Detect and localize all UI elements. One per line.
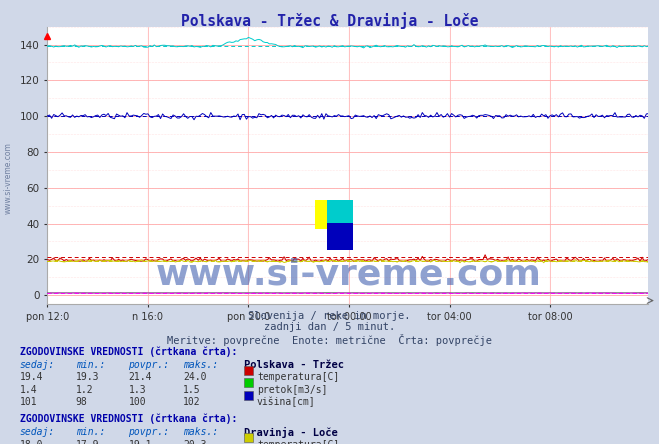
Text: 100: 100 — [129, 397, 146, 407]
Text: 17.9: 17.9 — [76, 440, 100, 444]
Text: pretok[m3/s]: pretok[m3/s] — [257, 385, 328, 395]
Text: www.si-vreme.com: www.si-vreme.com — [3, 142, 13, 214]
Text: 98: 98 — [76, 397, 88, 407]
Text: zadnji dan / 5 minut.: zadnji dan / 5 minut. — [264, 322, 395, 333]
Text: 1.4: 1.4 — [20, 385, 38, 395]
Text: Polskava - Tržec & Dravinja - Loče: Polskava - Tržec & Dravinja - Loče — [181, 12, 478, 29]
Bar — [316, 200, 340, 230]
Text: Meritve: povprečne  Enote: metrične  Črta: povprečje: Meritve: povprečne Enote: metrične Črta:… — [167, 334, 492, 346]
Text: www.si-vreme.com: www.si-vreme.com — [156, 258, 542, 292]
Text: maks.:: maks.: — [183, 427, 218, 437]
Text: 21.4: 21.4 — [129, 372, 152, 382]
Text: min.:: min.: — [76, 427, 105, 437]
Text: 24.0: 24.0 — [183, 372, 207, 382]
Text: ZGODOVINSKE VREDNOSTI (črtkana črta):: ZGODOVINSKE VREDNOSTI (črtkana črta): — [20, 414, 237, 424]
Bar — [327, 223, 353, 250]
Text: povpr.:: povpr.: — [129, 360, 169, 370]
Text: 1.5: 1.5 — [183, 385, 201, 395]
Text: min.:: min.: — [76, 360, 105, 370]
Text: 102: 102 — [183, 397, 201, 407]
Text: maks.:: maks.: — [183, 360, 218, 370]
Text: 19.3: 19.3 — [76, 372, 100, 382]
Text: temperatura[C]: temperatura[C] — [257, 440, 339, 444]
Text: Dravinja - Loče: Dravinja - Loče — [244, 427, 337, 438]
Text: 20.3: 20.3 — [183, 440, 207, 444]
Text: 19.1: 19.1 — [129, 440, 152, 444]
Text: 1.2: 1.2 — [76, 385, 94, 395]
Text: Slovenija / reke in morje.: Slovenija / reke in morje. — [248, 311, 411, 321]
Text: višina[cm]: višina[cm] — [257, 397, 316, 407]
Text: 19.4: 19.4 — [20, 372, 43, 382]
Text: ZGODOVINSKE VREDNOSTI (črtkana črta):: ZGODOVINSKE VREDNOSTI (črtkana črta): — [20, 346, 237, 357]
Text: temperatura[C]: temperatura[C] — [257, 372, 339, 382]
Text: sedaj:: sedaj: — [20, 360, 55, 370]
Text: 18.0: 18.0 — [20, 440, 43, 444]
Text: Polskava - Tržec: Polskava - Tržec — [244, 360, 344, 370]
Text: 1.3: 1.3 — [129, 385, 146, 395]
Bar — [327, 200, 353, 240]
Text: povpr.:: povpr.: — [129, 427, 169, 437]
Text: sedaj:: sedaj: — [20, 427, 55, 437]
Text: 101: 101 — [20, 397, 38, 407]
